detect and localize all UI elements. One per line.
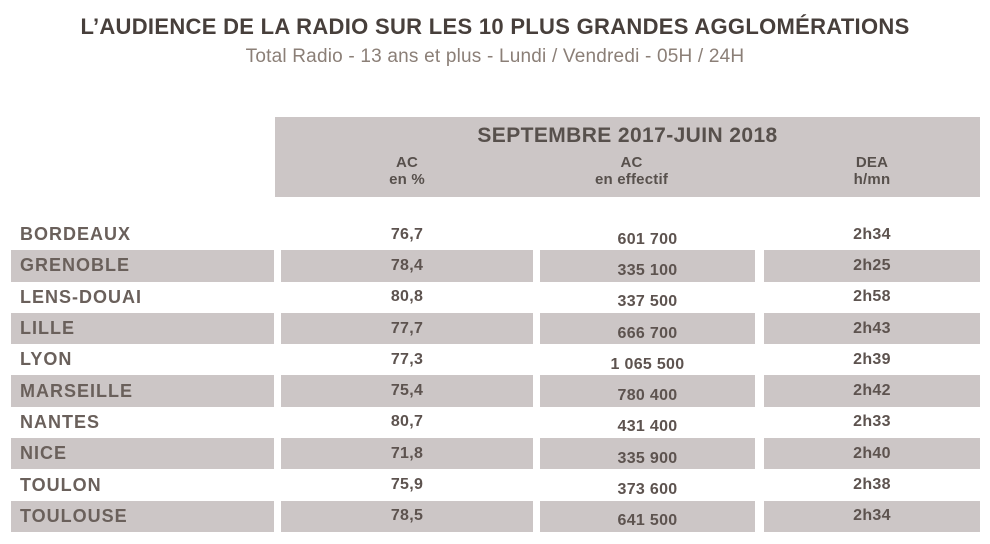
- ac-effectif-cell: 641 500: [540, 500, 755, 532]
- dea-cell: 2h58: [853, 288, 891, 306]
- dea-cell: 2h39: [853, 350, 891, 368]
- city-cell: LENS-DOUAI: [20, 286, 142, 307]
- column-header-dea: DEA h/mn: [764, 154, 980, 188]
- dea-cell: 2h33: [853, 413, 891, 431]
- dea-cell: 2h40: [764, 438, 980, 470]
- page-title: L’AUDIENCE DE LA RADIO SUR LES 10 PLUS G…: [80, 14, 910, 39]
- dea-cell: 2h34: [853, 225, 891, 243]
- city-cell: LYON: [20, 349, 73, 370]
- audience-table: SEPTEMBRE 2017-JUIN 2018 AC en % AC en e…: [11, 117, 980, 532]
- ac-effectif-cell: 337 500: [540, 282, 755, 313]
- table-header: SEPTEMBRE 2017-JUIN 2018 AC en % AC en e…: [275, 117, 980, 197]
- table-row: BORDEAUX 76,7 601 700 2h34: [11, 219, 980, 250]
- ac-effectif-cell: 335 100: [540, 250, 755, 282]
- city-cell: TOULON: [20, 474, 102, 495]
- table-row: LENS-DOUAI 80,8 337 500 2h58: [11, 282, 980, 313]
- dea-cell: 2h38: [853, 476, 891, 494]
- ac-pct-cell: 78,4: [281, 250, 533, 282]
- ac-pct-cell: 80,8: [390, 288, 424, 306]
- ac-pct-cell: 77,3: [390, 350, 424, 368]
- ac-effectif-cell: 601 700: [540, 219, 755, 250]
- ac-pct-cell: 77,7: [281, 312, 533, 345]
- ac-effectif-value: 601 700: [617, 230, 678, 248]
- table-row: MARSEILLE 75,4 780 400 2h42: [11, 375, 980, 407]
- ac-effectif-value: 373 600: [617, 481, 678, 499]
- city-cell: TOULOUSE: [11, 500, 274, 532]
- city-cell: NANTES: [20, 411, 101, 432]
- dea-cell: 2h34: [764, 500, 980, 532]
- ac-effectif-value: 1 065 500: [610, 355, 685, 373]
- ac-effectif-value: 780 400: [617, 387, 678, 405]
- column-header-line2: en %: [389, 171, 425, 188]
- column-headers: AC en % AC en effectif DEA h/mn: [275, 154, 980, 188]
- dea-cell: 2h25: [764, 250, 980, 282]
- ac-effectif-cell: 666 700: [540, 312, 755, 345]
- table-row: LILLE 77,7 666 700 2h43: [11, 312, 980, 345]
- ac-pct-cell: 75,4: [281, 375, 533, 407]
- ac-effectif-value: 335 100: [617, 261, 678, 279]
- table-row: TOULOUSE 78,5 641 500 2h34: [11, 500, 980, 532]
- table-row: GRENOBLE 78,4 335 100 2h25: [11, 250, 980, 282]
- ac-effectif-cell: 431 400: [540, 407, 755, 438]
- ac-effectif-cell: 335 900: [540, 438, 755, 470]
- ac-effectif-value: 666 700: [617, 324, 678, 342]
- column-header-line2: h/mn: [853, 171, 891, 188]
- city-cell: NICE: [11, 438, 274, 470]
- ac-pct-cell: 76,7: [390, 225, 424, 243]
- table-row: NICE 71,8 335 900 2h40: [11, 438, 980, 470]
- ac-pct-cell: 71,8: [281, 438, 533, 470]
- column-header-ac-effectif: AC en effectif: [524, 154, 739, 188]
- city-cell: GRENOBLE: [11, 250, 274, 282]
- table-row: TOULON 75,9 373 600 2h38: [11, 469, 980, 500]
- ac-effectif-cell: 373 600: [540, 469, 755, 500]
- ac-effectif-cell: 1 065 500: [540, 344, 755, 375]
- ac-pct-cell: 80,7: [390, 413, 424, 431]
- column-header-ac-pct: AC en %: [281, 154, 533, 188]
- column-header-line1: AC: [395, 154, 419, 171]
- city-cell: BORDEAUX: [20, 224, 132, 245]
- ac-effectif-cell: 780 400: [540, 375, 755, 407]
- dea-cell: 2h43: [764, 312, 980, 345]
- city-cell: MARSEILLE: [11, 375, 274, 407]
- column-header-line1: DEA: [855, 154, 889, 171]
- ac-effectif-value: 337 500: [617, 293, 678, 311]
- table-row: LYON 77,3 1 065 500 2h39: [11, 344, 980, 375]
- column-header-line1: AC: [620, 154, 643, 171]
- city-cell: LILLE: [11, 312, 274, 345]
- column-header-line2: en effectif: [594, 171, 669, 188]
- ac-effectif-value: 641 500: [617, 512, 678, 530]
- ac-pct-cell: 75,9: [390, 476, 424, 494]
- ac-effectif-value: 431 400: [617, 418, 678, 436]
- table-body: BORDEAUX 76,7 601 700 2h34 GRENOBLE 78,4…: [11, 219, 980, 532]
- table-row: NANTES 80,7 431 400 2h33: [11, 407, 980, 438]
- period-header: SEPTEMBRE 2017-JUIN 2018: [477, 124, 778, 147]
- ac-pct-cell: 78,5: [281, 500, 533, 532]
- dea-cell: 2h42: [764, 375, 980, 407]
- page-subtitle: Total Radio - 13 ans et plus - Lundi / V…: [245, 46, 745, 67]
- ac-effectif-value: 335 900: [617, 449, 678, 467]
- header-body-gap: [11, 197, 980, 219]
